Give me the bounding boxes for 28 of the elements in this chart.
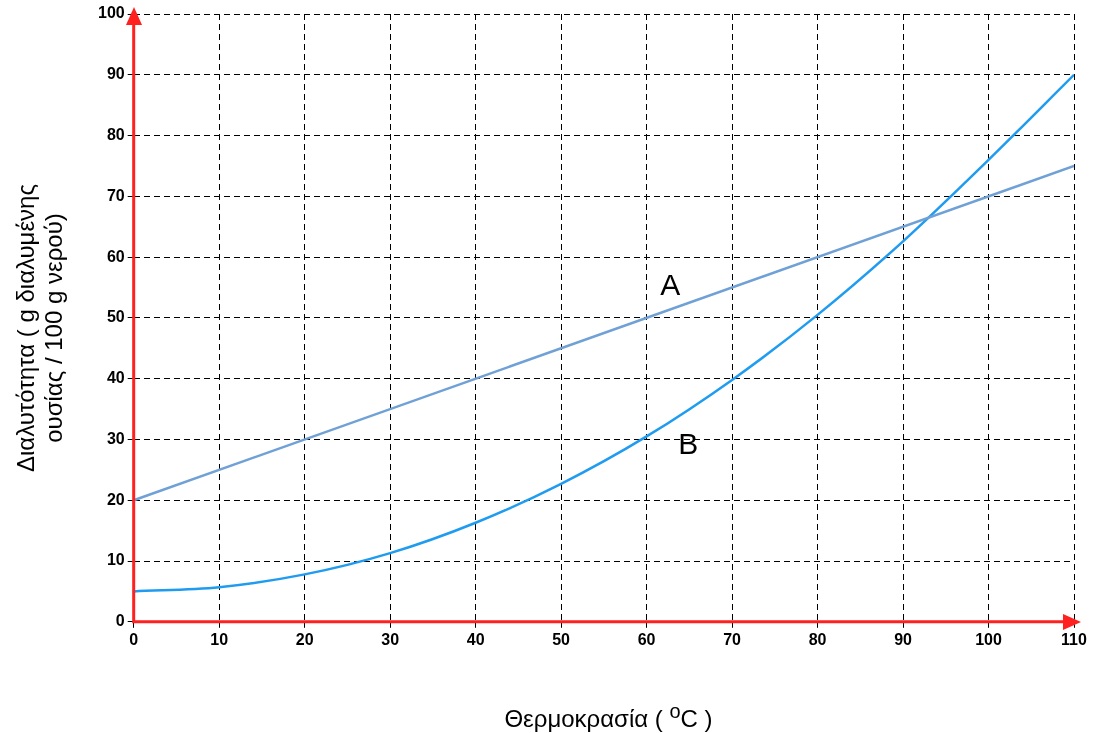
x-tick-label: 30 (381, 630, 400, 648)
y-tick-label: 50 (106, 308, 125, 326)
y-tick-label: 80 (106, 125, 125, 143)
x-tick-label: 10 (210, 630, 229, 648)
x-tick-label: 0 (129, 630, 139, 648)
y-tick-label: 10 (106, 551, 125, 569)
x-tick-label: 20 (295, 630, 314, 648)
y-tick-label: 100 (97, 4, 125, 22)
x-tick-label: 50 (552, 630, 571, 648)
y-tick-label: 60 (106, 247, 125, 265)
x-tick-label: 80 (808, 630, 827, 648)
x-tick-label: 100 (975, 630, 1002, 648)
x-tick-label: 110 (1061, 630, 1088, 648)
x-tick-label: 70 (723, 630, 742, 648)
x-axis-title: Θερμοκρασία ( $^{o}$C ) (503, 700, 714, 733)
series-label: A (660, 268, 681, 302)
y-axis-title: Διαλυτότητα ( g διαλυμένης ουσίας / 100 g νερού) (12, 183, 68, 474)
y-tick-label: 70 (106, 186, 125, 204)
y-tick-label: 0 (115, 612, 125, 630)
x-tick-label: 60 (637, 630, 656, 648)
y-tick-label: 40 (106, 369, 125, 387)
y-tick-label: 20 (106, 490, 125, 508)
x-tick-label: 90 (894, 630, 913, 648)
series-label: B (678, 426, 699, 460)
y-tick-label: 30 (106, 429, 125, 447)
y-tick-label: 90 (106, 65, 125, 83)
x-tick-label: 40 (466, 630, 485, 648)
line-series (133, 73, 1074, 593)
